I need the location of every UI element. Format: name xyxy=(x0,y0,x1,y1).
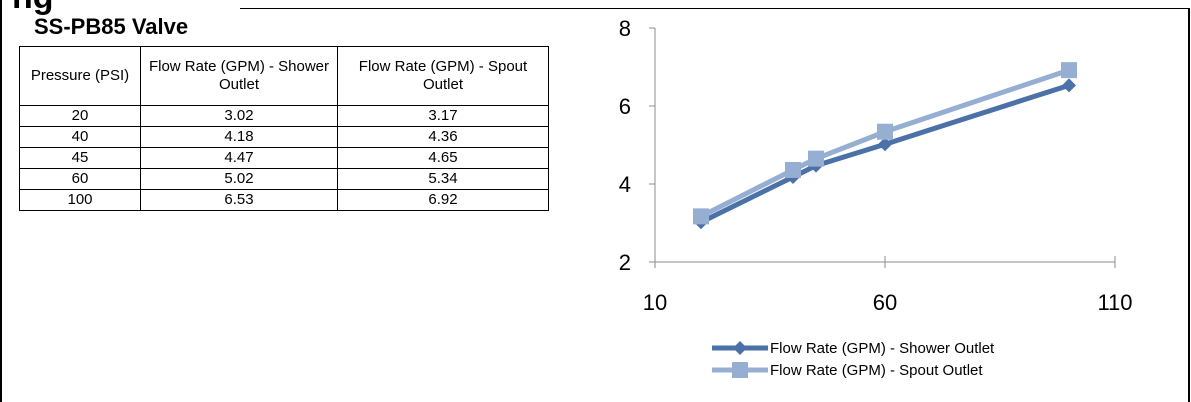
header-spout-flow: Flow Rate (GPM) - Spout Outlet xyxy=(337,46,549,106)
shower-outlet-point xyxy=(1062,78,1076,93)
spout-outlet-point xyxy=(808,150,824,167)
legend-shower-marker xyxy=(733,341,747,355)
legend-shower-label: Flow Rate (GPM) - Shower Outlet xyxy=(770,340,995,357)
flow-rate-table: Pressure (PSI) Flow Rate (GPM) - Shower … xyxy=(19,46,549,211)
frame-left-border xyxy=(0,0,2,402)
spout-outlet-point xyxy=(693,208,709,225)
x-tick-label: 60 xyxy=(873,290,897,315)
x-tick-label: 10 xyxy=(643,290,667,315)
partial-heading: ng xyxy=(12,0,54,17)
shower-outlet-point xyxy=(878,137,892,152)
frame-right-border xyxy=(1188,8,1190,402)
cell-pressure: 100 xyxy=(19,189,141,211)
cell-pressure: 60 xyxy=(19,168,141,190)
cell-spout-flow: 5.34 xyxy=(337,168,549,190)
cell-shower-flow: 6.53 xyxy=(140,189,338,211)
cell-shower-flow: 3.02 xyxy=(140,105,338,127)
cell-spout-flow: 4.65 xyxy=(337,147,549,169)
spout-outlet-point xyxy=(1061,62,1077,79)
table-row: 45 4.47 4.65 xyxy=(19,147,549,169)
y-tick-label: 6 xyxy=(619,94,631,119)
table-row: 60 5.02 5.34 xyxy=(19,168,549,190)
table-row: 20 3.02 3.17 xyxy=(19,105,549,127)
cell-shower-flow: 4.18 xyxy=(140,126,338,148)
table-row: 40 4.18 4.36 xyxy=(19,126,549,148)
legend-spout-label: Flow Rate (GPM) - Spout Outlet xyxy=(770,362,983,379)
table-header-row: Pressure (PSI) Flow Rate (GPM) - Shower … xyxy=(19,46,549,106)
y-tick-label: 4 xyxy=(619,172,631,197)
cell-pressure: 40 xyxy=(19,126,141,148)
cell-spout-flow: 4.36 xyxy=(337,126,549,148)
spout-outlet-point xyxy=(785,161,801,178)
table-row: 100 6.53 6.92 xyxy=(19,189,549,211)
flow-rate-chart: 2 4 6 8 10 60 110 Flow Rate (GPM) - Shower Outl… xyxy=(619,16,1133,379)
cell-spout-flow: 6.92 xyxy=(337,189,549,211)
x-tick-label: 110 xyxy=(1097,290,1132,315)
cell-pressure: 20 xyxy=(19,105,141,127)
cell-shower-flow: 4.47 xyxy=(140,147,338,169)
legend-spout-marker xyxy=(732,362,748,378)
cell-spout-flow: 3.17 xyxy=(337,105,549,127)
cell-pressure: 45 xyxy=(19,147,141,169)
shower-outlet-line xyxy=(699,82,1070,225)
spout-outlet-point xyxy=(877,123,893,140)
y-tick-label: 2 xyxy=(619,250,631,275)
header-shower-flow: Flow Rate (GPM) - Shower Outlet xyxy=(140,46,338,106)
frame-top-border xyxy=(240,8,1190,9)
table-title: SS-PB85 Valve xyxy=(34,14,189,39)
y-tick-label: 8 xyxy=(619,16,631,41)
cell-shower-flow: 5.02 xyxy=(140,168,338,190)
header-pressure: Pressure (PSI) xyxy=(19,46,141,106)
